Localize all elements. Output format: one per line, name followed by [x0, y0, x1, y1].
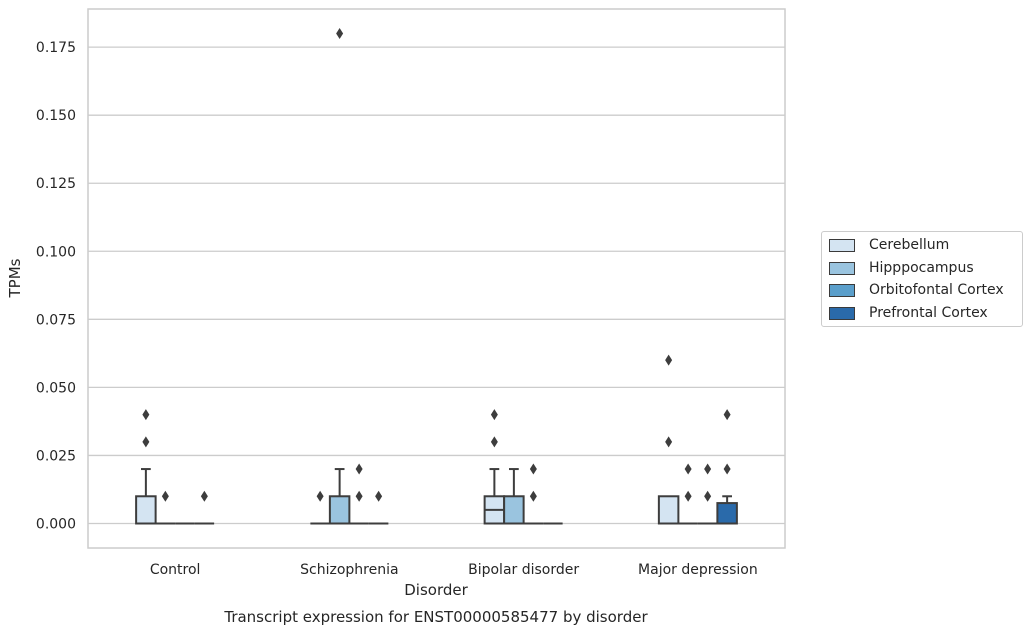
- grid-lines: [88, 46, 785, 525]
- legend-item-orbitofrontal-cortex: Orbitofontal Cortex: [829, 281, 1004, 299]
- box-1-1: [328, 28, 351, 525]
- x-tick-label: Major depression: [638, 562, 758, 578]
- legend-swatch-cerebellum: [829, 238, 855, 252]
- y-tick-label: 0.025: [36, 448, 76, 464]
- outlier-point: [316, 490, 324, 502]
- box: [503, 495, 525, 525]
- legend-swatch-prefrontal-cortex: [829, 306, 855, 320]
- box-3-0: [657, 354, 680, 525]
- outlier-point: [142, 409, 150, 421]
- outlier-point: [142, 436, 150, 448]
- y-axis-title: TPMs: [6, 258, 24, 298]
- x-axis-title: Disorder: [404, 581, 468, 599]
- outlier-point: [529, 490, 537, 502]
- legend-label-hippocampus: Hipppocampus: [869, 260, 974, 276]
- y-tick-label: 0.100: [36, 244, 76, 260]
- outlier-point: [161, 490, 169, 502]
- y-tick-label: 0.125: [36, 176, 76, 192]
- outlier-point: [355, 463, 363, 475]
- box: [657, 495, 680, 525]
- legend: Cerebellum Hipppocampus Orbitofontal Cor…: [821, 231, 1023, 327]
- plot-frame: [87, 8, 786, 549]
- outlier-point: [375, 490, 383, 502]
- outlier-point: [704, 463, 712, 475]
- box-0-3: [194, 490, 215, 525]
- box-0-0: [135, 409, 157, 525]
- box-2-1: [503, 468, 525, 525]
- outlier-point: [665, 436, 673, 448]
- outlier-point: [355, 490, 363, 502]
- outlier-point: [336, 28, 344, 39]
- x-tick-label: Control: [150, 562, 201, 578]
- box: [716, 502, 738, 525]
- box-3-3: [716, 409, 738, 525]
- y-tick-label: 0.050: [36, 380, 76, 396]
- y-tick-label: 0.175: [36, 40, 76, 56]
- legend-label-cerebellum: Cerebellum: [869, 237, 950, 253]
- outlier-point: [704, 490, 712, 502]
- box-1-0: [310, 490, 330, 525]
- chart-title: Transcript expression for ENST0000058547…: [223, 608, 648, 626]
- legend-item-hippocampus: Hipppocampus: [829, 259, 974, 277]
- legend-label-prefrontal-cortex: Prefrontal Cortex: [869, 305, 988, 321]
- legend-item-prefrontal-cortex: Prefrontal Cortex: [829, 304, 988, 322]
- box: [135, 495, 157, 525]
- outlier-point: [665, 354, 673, 366]
- outlier-point: [723, 409, 731, 421]
- box-1-2: [349, 463, 369, 525]
- outlier-point: [490, 436, 498, 448]
- x-tick-labels: Control Schizophrenia Bipolar disorder Majo…: [150, 562, 758, 578]
- legend-item-cerebellum: Cerebellum: [829, 236, 949, 254]
- x-tick-label: Bipolar disorder: [468, 562, 579, 578]
- legend-label-orbitofrontal-cortex: Orbitofontal Cortex: [869, 282, 1004, 298]
- box-3-1: [678, 463, 698, 525]
- box-0-1: [155, 490, 176, 525]
- outlier-point: [723, 463, 731, 475]
- box-1-3: [368, 490, 389, 525]
- x-tick-label: Schizophrenia: [300, 562, 398, 578]
- y-tick-label: 0.000: [36, 517, 76, 533]
- box: [328, 495, 351, 525]
- outlier-point: [684, 463, 692, 475]
- y-tick-label: 0.150: [36, 108, 76, 124]
- y-tick-label: 0.075: [36, 312, 76, 328]
- outlier-point: [529, 463, 537, 475]
- box-plots: [135, 28, 738, 525]
- box-2-0: [483, 409, 506, 525]
- legend-swatch-orbitofrontal-cortex: [829, 283, 855, 297]
- outlier-point: [684, 490, 692, 502]
- y-tick-labels: 0.000 0.025 0.050 0.075 0.100 0.125 0.150 0.175: [36, 40, 76, 532]
- outlier-point: [200, 490, 208, 502]
- legend-swatch-hippocampus: [829, 261, 855, 275]
- outlier-point: [490, 409, 498, 421]
- box-3-2: [697, 463, 718, 525]
- box-2-2: [523, 463, 544, 525]
